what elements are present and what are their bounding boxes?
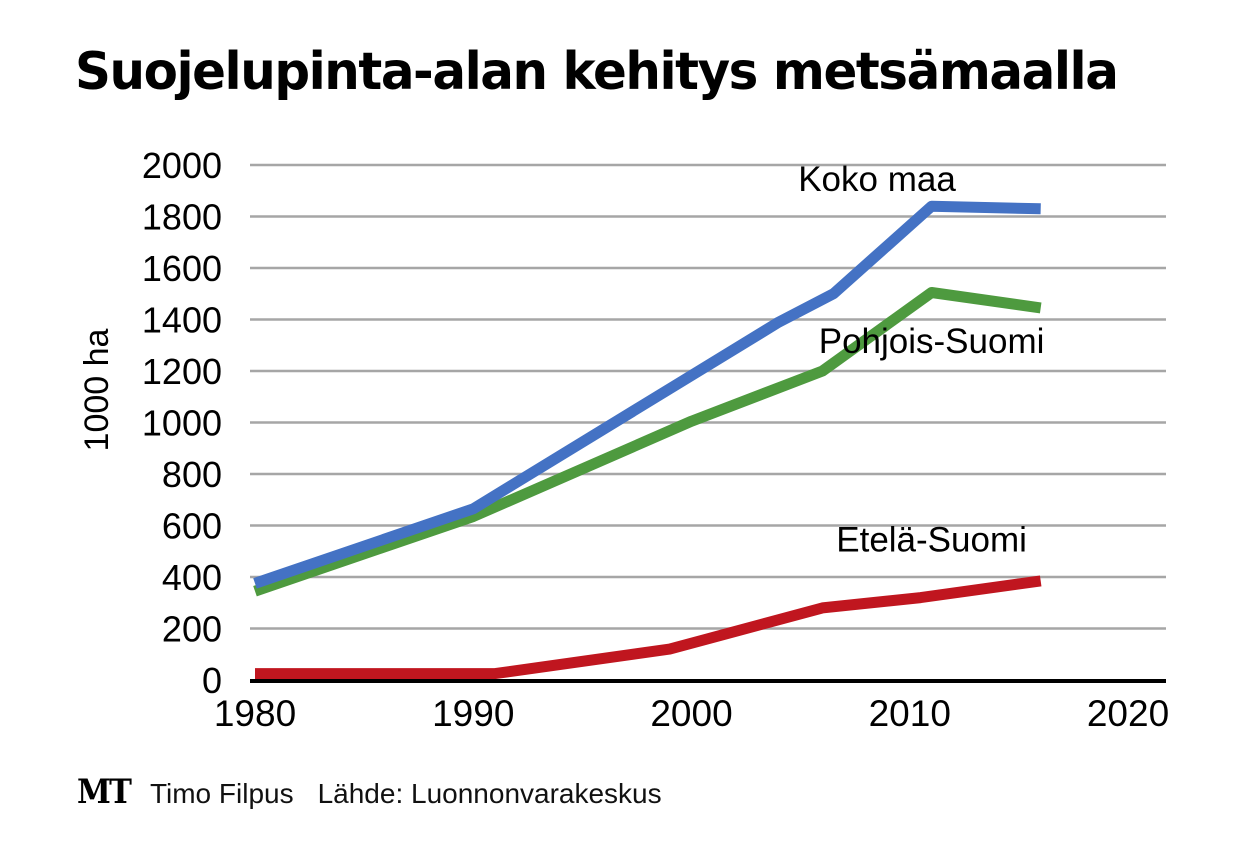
footer: MT Timo Filpus Lähde: Luonnonvarakeskus [77, 772, 686, 812]
y-tick-label: 1200 [142, 351, 222, 392]
y-axis-label: 1000 ha [78, 328, 116, 451]
source-credit: Lähde: Luonnonvarakeskus [317, 778, 662, 809]
y-tick-label: 1000 [142, 403, 222, 444]
series-labels: Koko maa Pohjois-Suomi Etelä-Suomi [798, 160, 1044, 560]
y-tick-label: 1400 [142, 300, 222, 341]
x-tick-label: 2020 [1087, 693, 1169, 734]
y-tick-label: 800 [162, 454, 222, 495]
x-axis-ticks: 1980 1990 2000 2010 2020 [214, 693, 1169, 734]
chart-title: Suojelupinta-alan kehitys metsämaalla [75, 42, 1119, 102]
y-tick-label: 0 [202, 660, 222, 701]
mt-logo: MT [77, 772, 132, 812]
x-tick-label: 2010 [869, 693, 951, 734]
series-label: Pohjois-Suomi [819, 322, 1045, 361]
author-credit: Timo Filpus [149, 778, 294, 809]
y-tick-label: 1800 [142, 197, 222, 238]
y-tick-label: 600 [162, 506, 222, 547]
y-tick-label: 2000 [142, 145, 222, 186]
x-tick-label: 1980 [214, 693, 296, 734]
y-axis-ticks: 0 200 400 600 800 1000 1200 1400 1600 1800 2000 [142, 145, 222, 701]
y-tick-label: 200 [162, 609, 222, 650]
y-tick-label: 1600 [142, 248, 222, 289]
data-series [253, 200, 1042, 680]
series-label: Etelä-Suomi [836, 520, 1027, 559]
series-line-koko-maa [253, 200, 1041, 589]
series-line-pohjois-suomi [253, 287, 1042, 597]
series-label: Koko maa [798, 160, 956, 199]
y-tick-label: 400 [162, 557, 222, 598]
x-tick-label: 2000 [650, 693, 732, 734]
x-tick-label: 1990 [432, 693, 514, 734]
series-line-etel-suomi [255, 575, 1042, 680]
gridlines [250, 163, 1166, 630]
